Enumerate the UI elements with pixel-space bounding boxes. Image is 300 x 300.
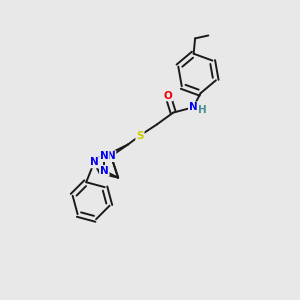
Text: O: O <box>164 91 172 100</box>
Text: N: N <box>107 151 116 161</box>
Text: N: N <box>100 151 109 161</box>
Text: N: N <box>100 166 109 176</box>
Text: N: N <box>189 102 198 112</box>
Text: N: N <box>90 158 98 167</box>
Text: S: S <box>136 130 144 141</box>
Text: H: H <box>198 105 206 115</box>
